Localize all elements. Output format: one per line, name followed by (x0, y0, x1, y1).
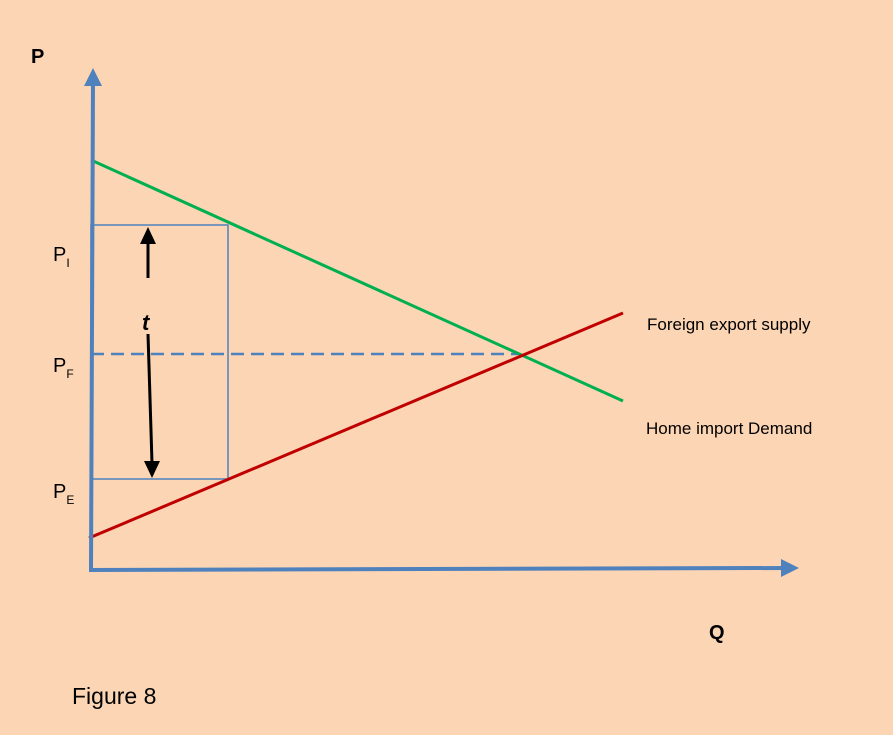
tariff-up-arrow-head (140, 227, 156, 244)
tariff-down-arrow-shaft (146, 333, 154, 464)
price-label-pi: PI (53, 244, 70, 270)
price-label-pf-main: P (53, 355, 67, 377)
price-label-pe-main: P (53, 481, 67, 503)
y-axis (89, 79, 95, 571)
price-label-pi-sub: I (66, 256, 70, 270)
price-label-pe-sub: E (66, 493, 75, 507)
price-label-pf: PF (53, 355, 74, 381)
y-axis-label: P (31, 46, 45, 68)
y-axis-arrowhead (84, 68, 102, 86)
tariff-down-arrow-head (144, 461, 160, 478)
price-label-pi-main: P (53, 244, 67, 266)
demand-curve-label: Home import Demand (646, 419, 813, 438)
x-axis-arrowhead (781, 559, 799, 577)
figure-caption: Figure 8 (72, 683, 157, 709)
x-axis-label: Q (709, 622, 725, 644)
tariff-rectangle (90, 224, 229, 480)
tariff-label: t (142, 310, 150, 335)
supply-curve-label: Foreign export supply (647, 315, 811, 334)
foreign-export-supply-curve (88, 311, 624, 540)
x-axis (88, 566, 785, 572)
price-label-pe: PE (53, 481, 74, 507)
price-label-pf-sub: F (66, 367, 74, 381)
home-import-demand-curve (90, 158, 624, 403)
